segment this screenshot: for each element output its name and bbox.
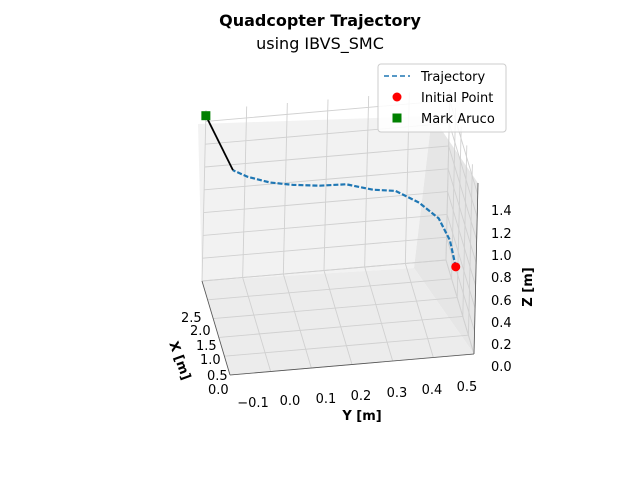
z-tick-label: 0.8: [491, 271, 512, 286]
legend-label: Trajectory: [420, 70, 485, 85]
floor-grid-line: [323, 270, 353, 365]
y-tick-label: 0.2: [351, 389, 372, 404]
back-grid-line: [364, 95, 370, 268]
trajectory-line: [232, 169, 457, 268]
back-grid-line: [323, 99, 329, 271]
floor-grid-line: [213, 297, 458, 320]
x-tick-label: 1.5: [196, 339, 217, 354]
aruco-marker: [201, 111, 211, 121]
z-tick-label: 0.4: [491, 316, 512, 331]
x-tick-label: 2.5: [181, 311, 202, 326]
y-tick-label: −0.1: [237, 396, 269, 411]
approach-line: [205, 115, 234, 171]
z-tick-label: 0.0: [491, 360, 512, 375]
legend-label: Mark Aruco: [421, 112, 495, 127]
z-tick-label: 1.0: [491, 249, 512, 264]
z-tick-label: 0.6: [491, 294, 512, 309]
axis-edge: [473, 182, 479, 355]
floor-grid-line: [404, 263, 434, 358]
legend-label: Initial Point: [421, 91, 493, 106]
y-tick-labels: −0.1 0.0 0.1 0.2 0.3 0.4 0.5: [237, 380, 477, 411]
back-grid-line: [242, 106, 248, 278]
z-tick-label: 1.4: [491, 204, 512, 219]
legend-box: [377, 63, 507, 133]
initial-point-marker: [451, 262, 461, 272]
side-grid-line: [467, 164, 473, 336]
back-grid-line: [203, 191, 448, 214]
legend-initial-point-swatch: [392, 92, 402, 102]
back-grid-line: [204, 168, 449, 191]
x-tick-label: 1.0: [200, 353, 221, 368]
x-tick-labels: 0.0 0.5 1.0 1.5 2.0 2.5: [181, 311, 229, 398]
side-grid-line: [446, 237, 475, 332]
chart-title: Quadcopter Trajectory: [219, 11, 421, 30]
legend: Trajectory Initial Point Mark Aruco: [377, 63, 507, 133]
floor-grid-line: [218, 315, 463, 338]
side-grid-line: [447, 168, 477, 263]
z-tick-label: 1.2: [491, 227, 512, 242]
y-tick-label: 0.0: [280, 394, 301, 409]
x-tick-label: 0.5: [207, 369, 228, 384]
z-axis-label: Z [m]: [521, 267, 536, 306]
x-tick-label: 2.0: [190, 324, 211, 339]
back-grid-line: [203, 213, 448, 236]
chart-marks: [201, 111, 461, 272]
back-grid-line: [204, 145, 449, 168]
y-tick-label: 0.4: [422, 383, 443, 398]
grid-lines: [201, 88, 479, 376]
chart-subtitle: using IBVS_SMC: [256, 34, 384, 54]
x-axis-label: X [m]: [165, 339, 193, 382]
floor-grid-line: [242, 277, 272, 372]
floor-grid-line: [282, 273, 312, 369]
back-grid-line: [202, 236, 447, 259]
back-grid-line: [201, 259, 447, 282]
back-grid-line: [201, 109, 207, 282]
back-pane: [198, 116, 432, 281]
side-grid-line: [446, 214, 476, 309]
side-grid-line: [462, 145, 468, 317]
side-grid-line: [448, 123, 478, 218]
floor-grid-line: [364, 266, 394, 362]
side-pane: [414, 116, 478, 354]
axis-edge: [229, 353, 475, 376]
side-grid-line: [448, 145, 478, 241]
side-grid-line: [447, 191, 477, 286]
axis-edge: [201, 280, 231, 376]
z-tick-labels: 0.0 0.2 0.4 0.6 0.8 1.0 1.2 1.4: [491, 204, 512, 375]
floor-grid-line: [207, 278, 452, 301]
y-tick-label: 0.5: [457, 380, 478, 395]
y-tick-label: 0.1: [316, 392, 337, 407]
z-tick-label: 0.2: [491, 338, 512, 353]
y-tick-label: 0.3: [387, 386, 408, 401]
legend-aruco-swatch: [392, 113, 402, 123]
side-grid-line: [445, 259, 475, 355]
axes-panes: [198, 116, 478, 375]
y-axis-label: Y [m]: [341, 409, 381, 424]
floor-grid-line: [224, 334, 469, 357]
back-grid-line: [282, 102, 288, 275]
x-tick-label: 0.0: [208, 383, 229, 398]
